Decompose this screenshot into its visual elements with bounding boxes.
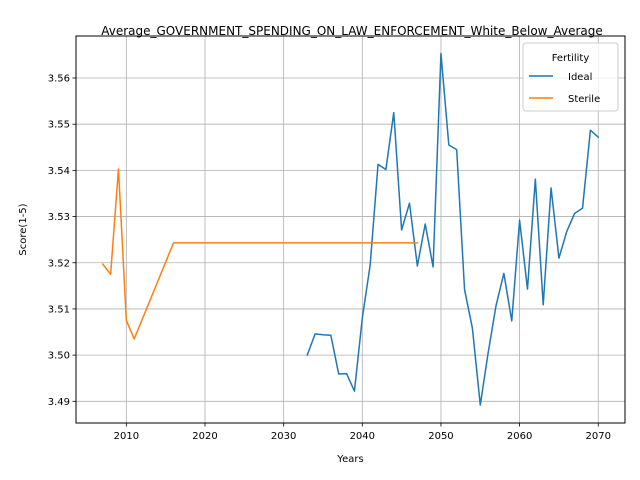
x-axis-label: Years (336, 454, 363, 465)
x-tick-label: 2060 (507, 431, 532, 442)
x-tick-label: 2020 (192, 431, 217, 442)
legend-box (522, 42, 619, 112)
y-tick-label: 3.56 (48, 74, 70, 85)
chart-title: Average_GOVERNMENT_SPENDING_ON_LAW_ENFOR… (101, 24, 603, 38)
tick-layer: 2010 2020 2030 2040 2050 2060 2070 3.49 3.50 3.51… (48, 74, 611, 442)
y-tick-label: 3.51 (48, 304, 70, 315)
y-axis-label: Score(1-5) (18, 203, 29, 255)
y-tick-label: 3.55 (48, 120, 70, 131)
y-tick-label: 3.52 (48, 258, 70, 269)
legend: Fertility Ideal Sterile (522, 42, 619, 112)
x-tick-label: 2010 (114, 431, 139, 442)
y-tick-label: 3.53 (48, 212, 70, 223)
legend-label-ideal: Ideal (568, 72, 592, 83)
x-tick-label: 2030 (271, 431, 296, 442)
y-tick-label: 3.49 (48, 397, 70, 408)
series-layer (101, 52, 600, 406)
series-line-ideal (306, 52, 600, 406)
legend-title: Fertility (552, 53, 590, 64)
x-tick-label: 2050 (428, 431, 453, 442)
y-tick-label: 3.54 (48, 166, 70, 177)
x-tick-label: 2070 (586, 431, 611, 442)
y-tick-label: 3.50 (48, 351, 70, 362)
legend-label-sterile: Sterile (568, 94, 600, 105)
x-tick-label: 2040 (350, 431, 375, 442)
series-line-sterile (101, 168, 419, 340)
plot-frame (75, 35, 626, 424)
